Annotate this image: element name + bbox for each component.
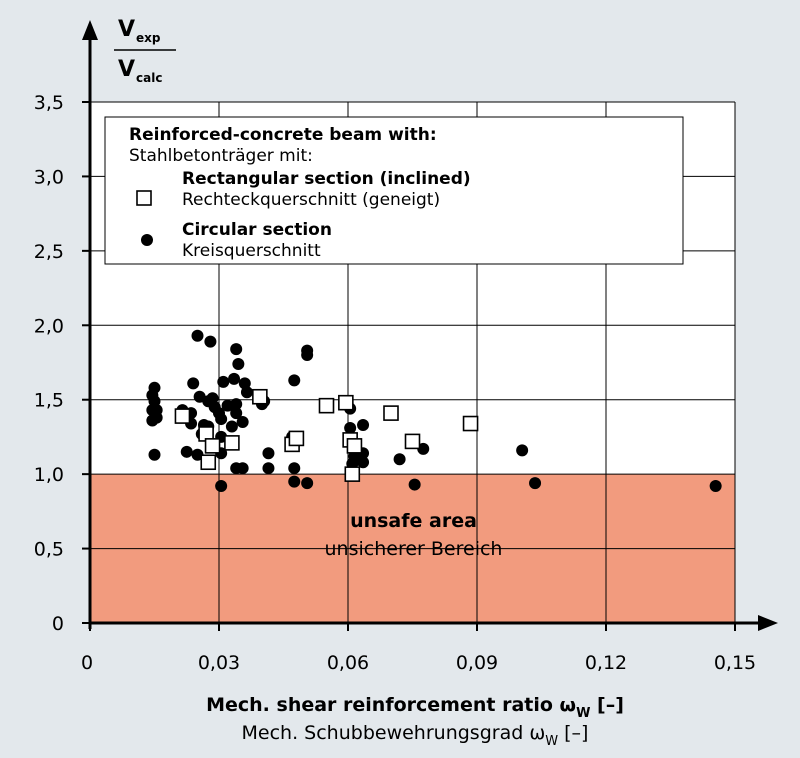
circle-point bbox=[301, 349, 314, 362]
circle-point bbox=[232, 357, 245, 370]
circle-point bbox=[204, 335, 217, 348]
axes bbox=[82, 20, 778, 631]
y-tick-label: 0 bbox=[52, 613, 64, 635]
circle-point bbox=[240, 386, 253, 399]
x-axis-label-de: Mech. Schubbewehrungsgrad ωW [–] bbox=[242, 722, 589, 749]
circle-point bbox=[150, 411, 163, 424]
legend-heading-de: Stahlbetonträger mit: bbox=[129, 146, 313, 166]
y-tick-label: 3,0 bbox=[34, 166, 64, 188]
circle-point bbox=[217, 375, 230, 388]
circle-point bbox=[228, 372, 241, 385]
x-tick-label: 0,03 bbox=[198, 652, 240, 674]
y-tick-label: 1,0 bbox=[34, 464, 64, 486]
square-point bbox=[404, 433, 421, 450]
square-point bbox=[318, 397, 335, 414]
y-tick-label: 2,5 bbox=[34, 241, 64, 263]
legend-circle-marker bbox=[141, 234, 153, 246]
circle-point bbox=[709, 480, 722, 493]
circle-point bbox=[393, 453, 406, 466]
legend-square-marker bbox=[136, 190, 152, 206]
legend-series-circ-de: Kreisquerschnitt bbox=[182, 241, 321, 261]
circle-point bbox=[148, 448, 161, 461]
y-tick-label: 1,5 bbox=[34, 390, 64, 412]
circle-point bbox=[225, 420, 238, 433]
circle-point bbox=[408, 478, 421, 491]
circle-point bbox=[344, 421, 357, 434]
square-point bbox=[344, 466, 361, 482]
legend: Reinforced-concrete beam with: Stahlbeto… bbox=[104, 116, 684, 265]
y-label-bottom: Vcalc bbox=[118, 57, 162, 85]
x-axis-arrow bbox=[758, 615, 778, 631]
circle-point bbox=[288, 462, 301, 475]
x-tick-label: 0,12 bbox=[585, 652, 627, 674]
legend-series-circ-en: Circular section bbox=[182, 220, 332, 240]
legend-series-rect-en: Rectangular section (inclined) bbox=[182, 169, 471, 189]
unsafe-label-de: unsicherer Bereich bbox=[325, 538, 503, 560]
y-tick-label: 3,5 bbox=[34, 92, 64, 114]
x-tick-label: 0,15 bbox=[714, 652, 756, 674]
y-tick-label: 0,5 bbox=[34, 539, 64, 561]
square-point bbox=[204, 438, 221, 454]
circle-point bbox=[236, 462, 249, 475]
x-tick-label: 0,06 bbox=[327, 652, 369, 674]
circle-point bbox=[230, 407, 243, 420]
tick-labels: 0 0,03 0,06 0,09 0,12 0,15 0 0,5 1,0 1,5 2,0 2,5 3,0… bbox=[34, 92, 756, 674]
x-axis-label-en: Mech. shear reinforcement ratio ωW [–] bbox=[206, 694, 624, 721]
legend-series-rect-de: Rechteckquerschnitt (geneigt) bbox=[182, 190, 440, 210]
y-tick-label: 2,0 bbox=[34, 315, 64, 337]
circle-point bbox=[301, 477, 314, 490]
circle-point bbox=[262, 447, 275, 460]
legend-box bbox=[104, 116, 684, 265]
circle-point bbox=[230, 398, 243, 411]
circle-point bbox=[187, 377, 200, 390]
circle-point bbox=[262, 462, 275, 475]
circle-point bbox=[180, 445, 193, 458]
legend-heading-en: Reinforced-concrete beam with: bbox=[129, 125, 437, 145]
circle-point bbox=[236, 416, 249, 429]
square-point bbox=[174, 408, 191, 424]
square-point bbox=[288, 430, 305, 447]
square-point bbox=[462, 415, 479, 432]
x-tick-label: 0,09 bbox=[456, 652, 498, 674]
circle-point bbox=[215, 480, 228, 493]
y-axis-arrow bbox=[82, 20, 98, 40]
circle-point bbox=[529, 477, 542, 490]
circle-point bbox=[288, 475, 301, 488]
square-point bbox=[224, 435, 240, 451]
circle-point bbox=[288, 374, 301, 387]
circle-point bbox=[516, 444, 529, 457]
circle-point bbox=[357, 419, 370, 432]
circle-point bbox=[148, 381, 161, 394]
y-label-top: Vexp bbox=[118, 17, 161, 45]
y-axis-label: Vexp Vcalc bbox=[114, 17, 176, 85]
circle-point bbox=[215, 413, 228, 426]
circle-point bbox=[357, 456, 370, 469]
x-tick-label: 0 bbox=[81, 652, 93, 674]
square-point bbox=[346, 438, 363, 454]
unsafe-label-en: unsafe area bbox=[350, 510, 477, 532]
square-point bbox=[338, 394, 354, 411]
circle-point bbox=[230, 343, 243, 356]
square-point bbox=[252, 388, 268, 405]
square-point bbox=[200, 454, 217, 471]
square-point bbox=[383, 405, 399, 421]
circle-point bbox=[191, 329, 204, 342]
data-points bbox=[146, 329, 722, 493]
